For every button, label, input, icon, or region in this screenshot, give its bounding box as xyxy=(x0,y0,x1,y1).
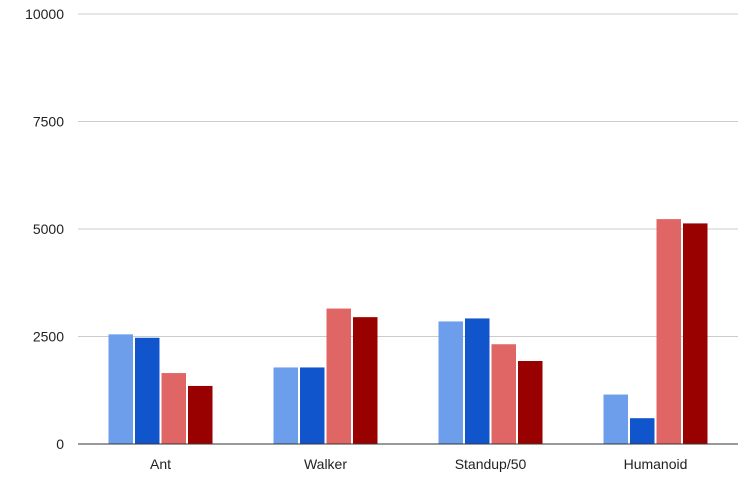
y-tick-label: 5000 xyxy=(33,221,64,237)
bar-walker-series-3 xyxy=(326,308,351,444)
y-tick-label: 10000 xyxy=(25,6,64,22)
bar-humanoid-series-3 xyxy=(656,219,681,444)
y-tick-label: 7500 xyxy=(33,114,64,130)
x-tick-label: Walker xyxy=(304,456,347,472)
bar-standup-50-series-2 xyxy=(465,318,490,444)
bar-ant-series-2 xyxy=(135,337,160,444)
x-tick-label: Ant xyxy=(150,456,171,472)
y-tick-label: 0 xyxy=(56,436,64,452)
bar-humanoid-series-4 xyxy=(683,223,708,444)
bar-ant-series-4 xyxy=(188,385,213,444)
y-tick-label: 2500 xyxy=(33,329,64,345)
bar-humanoid-series-2 xyxy=(630,418,655,444)
x-tick-label: Standup/50 xyxy=(455,456,527,472)
y-axis-ticks: 0 2500 5000 7500 10000 xyxy=(25,6,64,452)
bar-standup-50-series-1 xyxy=(438,321,463,444)
bar-ant-series-3 xyxy=(161,373,186,444)
bar-ant-series-1 xyxy=(108,334,133,444)
bar-walker-series-1 xyxy=(273,367,298,444)
bar-humanoid-series-1 xyxy=(603,394,628,444)
bar-standup-50-series-4 xyxy=(518,361,543,444)
bar-standup-50-series-3 xyxy=(491,344,516,444)
x-axis-ticks: Ant Walker Standup/50 Humanoid xyxy=(150,456,687,472)
gridlines xyxy=(78,13,738,337)
bars xyxy=(108,219,708,444)
bar-walker-series-4 xyxy=(353,317,378,444)
bar-walker-series-2 xyxy=(300,367,325,444)
x-tick-label: Humanoid xyxy=(624,456,688,472)
